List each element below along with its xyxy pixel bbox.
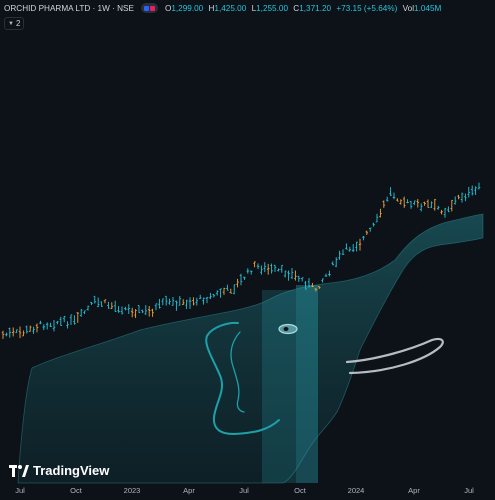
indicator-count: 2: [15, 19, 21, 28]
symbol-title[interactable]: ORCHID PHARMA LTD · 1W · NSE: [4, 3, 134, 13]
x-tick: Jul: [464, 486, 474, 495]
highlight-zone-2[interactable]: [296, 285, 318, 483]
market-status-pill[interactable]: [140, 3, 158, 13]
x-tick: Apr: [408, 486, 420, 495]
indicators-toggle[interactable]: ▼ 2: [4, 17, 25, 30]
open-value: 1,299.00: [171, 3, 204, 13]
time-axis[interactable]: Jul Oct 2023 Apr Jul Oct 2024 Apr Jul: [0, 483, 495, 500]
x-tick: 2023: [123, 486, 141, 495]
change-value: +73.15 (+5.64%): [336, 3, 398, 13]
high-value: 1,425.00: [214, 3, 247, 13]
ohlc-bars: [1, 182, 481, 339]
highlight-zone-1[interactable]: [262, 290, 296, 483]
chevron-down-icon: ▼: [8, 20, 14, 27]
x-tick: Apr: [183, 486, 195, 495]
band-cloud: [17, 213, 484, 484]
x-tick: Jul: [239, 486, 249, 495]
x-tick: Jul: [15, 486, 25, 495]
low-value: 1,255.00: [256, 3, 288, 13]
tradingview-logo-icon: [9, 464, 29, 477]
x-tick: Oct: [294, 486, 306, 495]
ohlc-values: O1,299.00 H1,425.00 L1,255.00 C1,371.20 …: [164, 3, 442, 13]
x-tick: 2024: [347, 486, 365, 495]
drawing-eye-pupil: [283, 327, 289, 331]
close-value: 1,371.20: [299, 3, 332, 13]
volume-value: 1.045M: [414, 3, 442, 13]
symbol-header: ORCHID PHARMA LTD · 1W · NSE O1,299.00 H…: [4, 3, 441, 13]
tradingview-logo[interactable]: TradingView: [9, 463, 109, 478]
drawing-inner-curve[interactable]: [230, 331, 245, 413]
drawing-horn[interactable]: [345, 337, 444, 375]
drawing-left-curve[interactable]: [205, 321, 280, 436]
x-tick: Oct: [70, 486, 82, 495]
brand-name: TradingView: [33, 463, 110, 478]
